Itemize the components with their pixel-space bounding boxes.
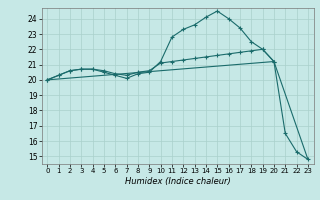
- X-axis label: Humidex (Indice chaleur): Humidex (Indice chaleur): [125, 177, 230, 186]
